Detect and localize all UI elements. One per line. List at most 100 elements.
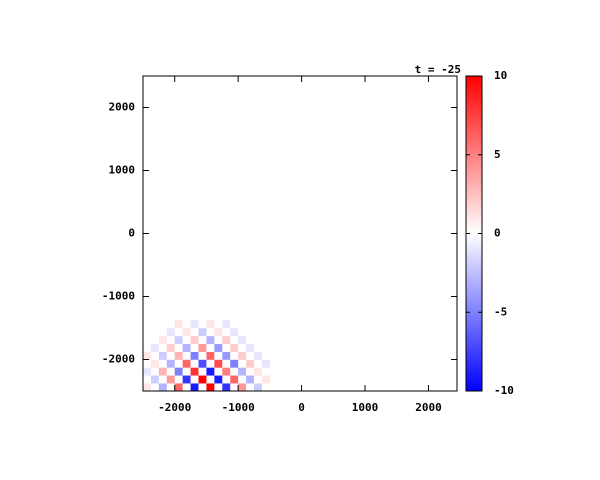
heatmap-cell [143,343,152,352]
heatmap-cell [230,328,239,337]
heatmap-cell [182,335,191,345]
colorbar-tick-label: -10 [494,384,514,397]
y-tick-label: -1000 [102,290,135,303]
heatmap-cell [174,375,183,384]
heatmap-cell [238,320,247,329]
heatmap-cell [158,351,168,360]
heatmap-cell [190,367,199,376]
x-tick-label: -1000 [222,401,255,414]
heatmap-cell [261,375,271,384]
heatmap-cell [150,320,160,329]
heatmap-cell [198,375,207,384]
heatmap-cell [261,343,271,352]
y-tick-label: -2000 [102,353,135,366]
heatmap-cell [222,335,231,345]
heatmap-cell [238,359,247,368]
heatmap-cell [150,375,160,384]
heatmap-cell [182,320,191,329]
heatmap-cell [206,328,215,337]
heatmap-cell [150,367,160,376]
heatmap-cell [238,367,247,376]
heatmap-cell [143,383,152,391]
heatmap-cell [261,383,271,391]
heatmap-cell [261,328,271,337]
heatmap-cell [198,359,207,368]
heatmap-cell [143,375,152,384]
heatmap-cell [143,335,152,345]
x-tick-label: 2000 [415,401,442,414]
heatmap-cell [174,351,183,360]
x-tick-label: 0 [298,401,305,414]
heatmap-cell [143,328,152,337]
heatmap-cell [206,351,215,360]
heatmap-cell [190,328,199,337]
heatmap-cell [206,367,215,376]
heatmap-cell [246,375,255,384]
heatmap-cell [150,328,160,337]
heatmap-cell [222,375,231,384]
heatmap-cell [166,351,176,360]
heatmap-cell [198,367,207,376]
heatmap-cell [222,383,231,391]
heatmap-cell [230,375,239,384]
heatmap-cell [261,359,271,368]
heatmap-cell [230,320,239,329]
heatmap-cell [158,335,168,345]
heatmap-cell [238,375,247,384]
heatmap-cell [166,375,176,384]
heatmap-cell [230,343,239,352]
heatmap-cell [166,383,176,391]
heatmap-cell [222,328,231,337]
heatmap-cell [158,367,168,376]
heatmap-cell [261,351,271,360]
heatmap-cell [198,383,207,391]
heatmap-cell [174,383,183,391]
heatmap-cell [158,383,168,391]
colorbar-tick-label: 10 [494,69,507,82]
heatmap-cell [182,375,191,384]
heatmap-cell [261,320,271,329]
heatmap-cell [190,335,199,345]
heatmap-cell [254,351,263,360]
heatmap-cell [238,335,247,345]
heatmap-cell [158,359,168,368]
heatmap-cell [214,359,223,368]
heatmap-cell [214,328,223,337]
heatmap-cell [246,335,255,345]
heatmap-cell [182,383,191,391]
heatmap-cell [238,351,247,360]
heatmap-cell [150,335,160,345]
heatmap-cell [166,320,176,329]
heatmap-cell [238,328,247,337]
heatmap-cell [174,359,183,368]
heatmap-cell [182,359,191,368]
heatmap-cell [254,335,263,345]
heatmap-cell [143,367,152,376]
heatmap-cell [143,320,152,329]
heatmap-cell [238,343,247,352]
heatmap-cell [222,359,231,368]
heatmap-cell [174,367,183,376]
heatmap-cell [150,383,160,391]
heatmap-cell [190,343,199,352]
heatmap-cell [190,351,199,360]
heatmap-cell [166,343,176,352]
heatmap-cell [254,328,263,337]
heatmap-cell [254,320,263,329]
heatmap-cell [222,367,231,376]
heatmap-cell [254,359,263,368]
heatmap-cell [222,343,231,352]
heatmap-cell [222,351,231,360]
heatmap-cell [198,328,207,337]
heatmap-cell [174,343,183,352]
heatmap-cell [246,367,255,376]
heatmap-cell [174,335,183,345]
heatmap-cell [230,367,239,376]
heatmap-cell [214,351,223,360]
heatmap-cell [254,375,263,384]
heatmap-cell [158,328,168,337]
heatmap-cell [214,320,223,329]
heatmap-cell [143,359,152,368]
heatmap-cell [143,351,152,360]
